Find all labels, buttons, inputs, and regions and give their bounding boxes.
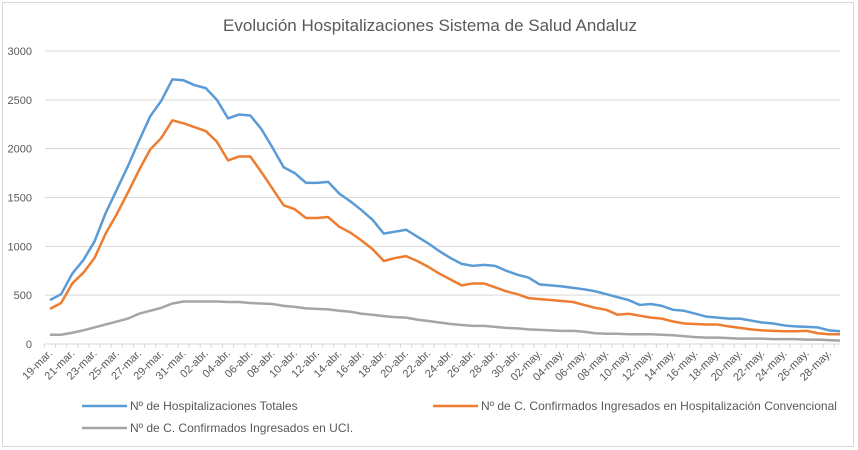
chart-title: Evolución Hospitalizaciones Sistema de S… bbox=[223, 16, 637, 35]
y-tick-label: 0 bbox=[26, 339, 32, 351]
y-axis: 0 500 1000 1500 2000 2500 3000 bbox=[8, 46, 32, 351]
gridlines bbox=[45, 50, 840, 345]
legend-label-2: Nº de C. Confirmados Ingresados en UCI. bbox=[130, 421, 353, 435]
y-tick-label: 500 bbox=[14, 290, 32, 302]
series-line-1 bbox=[49, 119, 840, 336]
y-tick-label: 2500 bbox=[8, 95, 32, 107]
series-lines bbox=[49, 78, 841, 342]
y-tick-label: 1000 bbox=[8, 241, 32, 253]
legend-label-0: Nº de Hospitalizaciones Totales bbox=[130, 399, 298, 413]
y-tick-label: 2000 bbox=[8, 144, 32, 156]
series-line-2 bbox=[50, 300, 841, 342]
legend-label-1: Nº de C. Confirmados Ingresados en Hospi… bbox=[481, 399, 837, 413]
x-axis: 19-mar.21-mar.23-mar.25-mar.27-mar.29-ma… bbox=[20, 344, 835, 384]
y-tick-label: 3000 bbox=[8, 46, 32, 58]
legend: Nº de Hospitalizaciones Totales Nº de C. … bbox=[82, 399, 837, 435]
series-line-0 bbox=[49, 78, 841, 333]
y-tick-label: 1500 bbox=[8, 193, 32, 205]
